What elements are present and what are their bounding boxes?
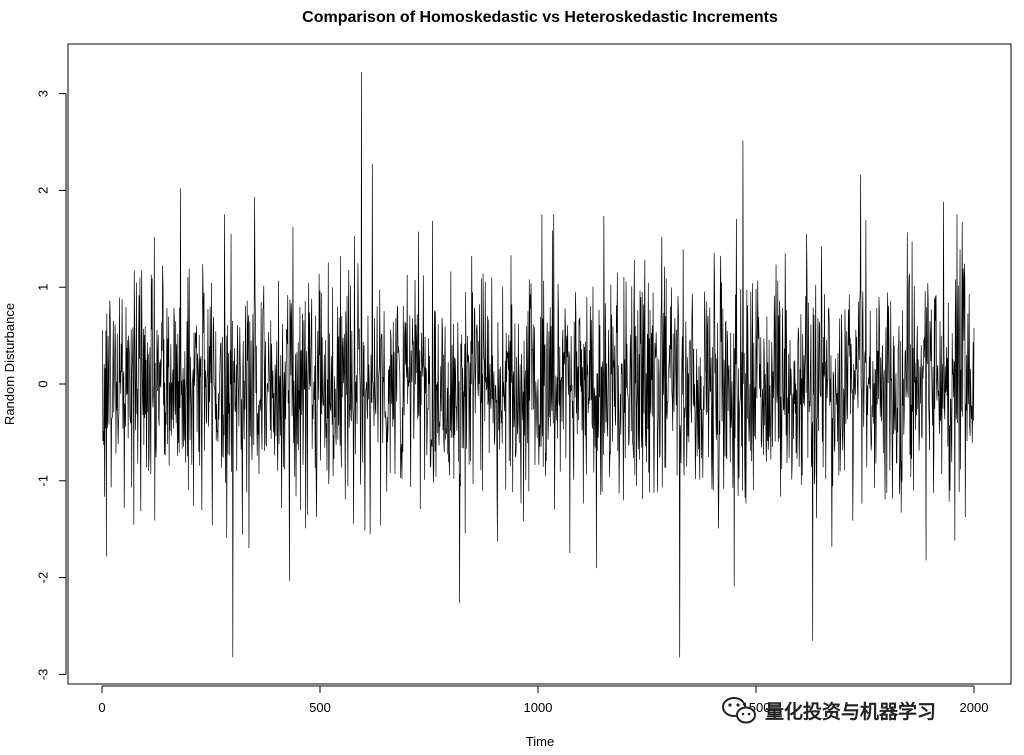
y-axis: -3 -2 -1 0 1 2 3 — [35, 90, 67, 681]
watermark-text: 量化投资与机器学习 — [765, 700, 936, 723]
series-line — [102, 71, 975, 658]
watermark: 量化投资与机器学习 — [722, 697, 936, 724]
x-tick-label: 500 — [309, 700, 331, 715]
y-axis-label: Random Disturbance — [2, 303, 17, 425]
y-tick-label: 3 — [35, 90, 50, 97]
y-tick-label: -2 — [35, 572, 50, 584]
x-tick-label: 1000 — [524, 700, 553, 715]
x-tick-label: 2000 — [960, 700, 989, 715]
x-axis-label: Time — [526, 734, 554, 749]
plot-area-frame — [67, 43, 1012, 685]
chart-title: Comparison of Homoskedastic vs Heteroske… — [302, 9, 778, 26]
y-tick-label: -3 — [35, 669, 50, 681]
x-tick-label: 0 — [98, 700, 105, 715]
wechat-icon — [722, 697, 756, 724]
y-tick-label: 2 — [35, 187, 50, 194]
y-tick-label: 0 — [35, 380, 50, 387]
y-tick-label: 1 — [35, 284, 50, 291]
series-group — [102, 71, 975, 658]
y-tick-label: -1 — [35, 475, 50, 487]
